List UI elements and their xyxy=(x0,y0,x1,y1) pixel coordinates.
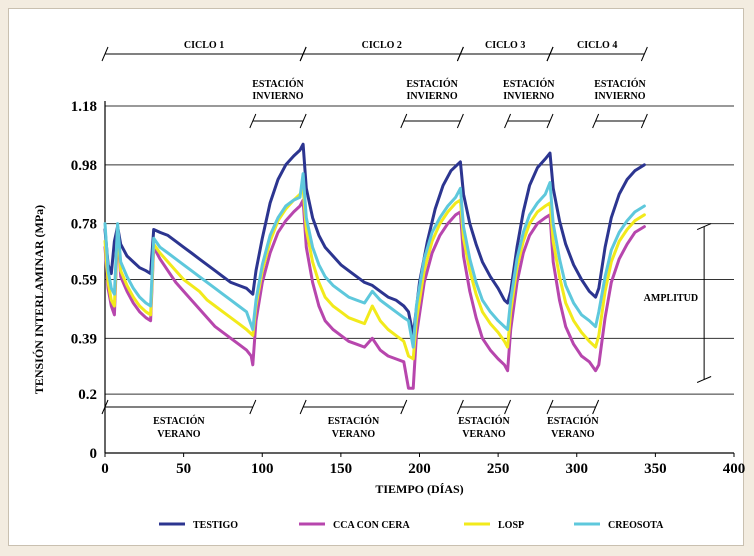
summer-label-line1: ESTACIÓN xyxy=(153,415,205,427)
summer-label-line2: VERANO xyxy=(332,429,376,440)
x-tick-label: 0 xyxy=(101,461,109,477)
winter-label-line2: INVIERNO xyxy=(594,91,645,102)
y-tick-label: 0.2 xyxy=(78,387,97,403)
winter-label-line2: INVIERNO xyxy=(503,91,554,102)
legend-label: LOSP xyxy=(498,520,524,531)
amplitude-label: AMPLITUD xyxy=(644,293,698,304)
x-tick-label: 250 xyxy=(487,461,510,477)
series-lines xyxy=(103,142,646,390)
cycle-range-4-end xyxy=(546,46,554,62)
series-line-creosota xyxy=(103,172,646,349)
y-axis-label: TENSIÓN INTERLAMINAR (MPa) xyxy=(32,205,46,394)
summer-label-line2: VERANO xyxy=(157,429,201,440)
winter-label-line2: INVIERNO xyxy=(407,91,458,102)
legend: TESTIGO CCA CON CERA LOSP CREOSOTA xyxy=(159,520,664,531)
cycle-range-4-end xyxy=(640,46,648,62)
annotations: CICLO 1 CICLO 2 CICLO 3 CICLO 4ESTACIÓNINVI… xyxy=(101,40,712,440)
winter-label-line1: ESTACIÓN xyxy=(252,78,304,90)
x-tick-label: 350 xyxy=(644,461,667,477)
amplitude-end xyxy=(696,223,712,231)
winter-range-4-end xyxy=(592,113,600,129)
x-tick-label: 50 xyxy=(176,461,191,477)
winter-range-3-end xyxy=(546,113,554,129)
y-tick-label: 0.59 xyxy=(71,273,97,289)
winter-label-line2: INVIERNO xyxy=(252,91,303,102)
chart: 0 0.2 0.39 0.59 0.78 0.98 1.18 0 50 100 150 200 250 3… xyxy=(32,40,745,531)
y-tick-label: 0.39 xyxy=(71,331,97,347)
summer-range-4-end xyxy=(546,399,554,415)
summer-label-line1: ESTACIÓN xyxy=(328,415,380,427)
winter-label-line1: ESTACIÓN xyxy=(406,78,458,90)
series-line-cca-con-cera xyxy=(103,198,646,390)
summer-range-4-end xyxy=(592,399,600,415)
x-tick-label: 200 xyxy=(408,461,431,477)
summer-label-line1: ESTACIÓN xyxy=(458,415,510,427)
y-tick-label: 0 xyxy=(90,446,98,462)
winter-range-1-end xyxy=(249,113,257,129)
x-tick-label: 400 xyxy=(723,461,745,477)
cycle-range-3-end xyxy=(456,46,464,62)
amplitude-end xyxy=(696,376,712,383)
winter-range-4-end xyxy=(640,113,648,129)
legend-label: CCA CON CERA xyxy=(333,520,410,531)
summer-range-1-end xyxy=(101,399,109,415)
winter-range-2-end xyxy=(400,113,408,129)
y-tick-label: 0.98 xyxy=(71,158,97,174)
cycle-label: CICLO 4 xyxy=(577,40,617,51)
winter-label-line1: ESTACIÓN xyxy=(503,78,555,90)
cycle-label: CICLO 3 xyxy=(485,40,525,51)
summer-label-line2: VERANO xyxy=(551,429,595,440)
summer-range-3-end xyxy=(456,399,464,415)
y-tick-label: 0.78 xyxy=(71,217,97,233)
cycle-range-1-end xyxy=(101,46,109,62)
summer-range-2-end xyxy=(400,399,408,415)
cycle-label: CICLO 2 xyxy=(362,40,402,51)
x-axis-label: TIEMPO (DÍAS) xyxy=(375,482,463,496)
summer-range-1-end xyxy=(249,399,257,415)
cycle-label: CICLO 1 xyxy=(184,40,224,51)
legend-label: CREOSOTA xyxy=(608,520,664,531)
grid-lines xyxy=(105,105,734,395)
axes: 0 0.2 0.39 0.59 0.78 0.98 1.18 0 50 100 150 200 250 3… xyxy=(71,99,745,477)
cycle-range-2-end xyxy=(299,46,307,62)
winter-range-2-end xyxy=(456,113,464,129)
series-line-losp xyxy=(103,186,646,361)
x-tick-label: 300 xyxy=(566,461,589,477)
x-tick-label: 150 xyxy=(330,461,353,477)
y-tick-label: 1.18 xyxy=(71,99,97,115)
winter-range-1-end xyxy=(299,113,307,129)
summer-range-3-end xyxy=(504,399,512,415)
summer-range-2-end xyxy=(299,399,307,415)
legend-label: TESTIGO xyxy=(193,520,238,531)
winter-label-line1: ESTACIÓN xyxy=(594,78,646,90)
series-line-testigo xyxy=(103,142,646,337)
x-tick-label: 100 xyxy=(251,461,274,477)
chart-frame: 0 0.2 0.39 0.59 0.78 0.98 1.18 0 50 100 150 200 250 3… xyxy=(8,8,745,546)
summer-label-line1: ESTACIÓN xyxy=(547,415,599,427)
summer-label-line2: VERANO xyxy=(462,429,506,440)
winter-range-3-end xyxy=(504,113,512,129)
